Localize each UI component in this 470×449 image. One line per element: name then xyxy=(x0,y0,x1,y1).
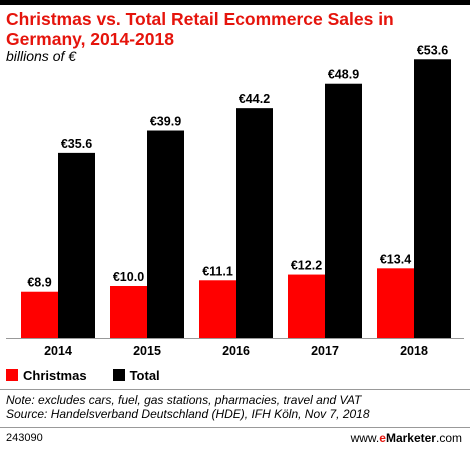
chart-subtitle: billions of € xyxy=(6,48,77,64)
note-divider xyxy=(0,389,470,390)
bar-total-2018 xyxy=(414,59,451,338)
data-label-total-2017: €48.9 xyxy=(328,68,359,82)
legend-item-christmas: Christmas xyxy=(6,368,87,383)
legend-item-total: Total xyxy=(112,367,160,383)
brand-name: Marketer xyxy=(385,431,436,445)
footer-divider xyxy=(0,427,470,428)
bar-christmas-2018 xyxy=(377,268,414,338)
bar-total-2016 xyxy=(236,108,273,338)
data-label-total-2014: €35.6 xyxy=(61,137,92,151)
chart-notes: Note: excludes cars, fuel, gas stations,… xyxy=(6,393,466,421)
top-bar xyxy=(0,0,470,5)
source-text: Source: Handelsverband Deutschland (HDE)… xyxy=(6,407,370,421)
legend-label-christmas: Christmas xyxy=(23,367,87,383)
bar-total-2015 xyxy=(147,130,184,338)
x-tick-label-2014: 2014 xyxy=(44,344,72,358)
x-tick-label-2018: 2018 xyxy=(400,344,428,358)
brand-e: e xyxy=(379,431,386,445)
chart-title: Christmas vs. Total Retail Ecommerce Sal… xyxy=(6,9,394,49)
data-label-christmas-2017: €12.2 xyxy=(291,259,322,273)
brand-suffix: .com xyxy=(435,431,462,445)
note-text: Note: excludes cars, fuel, gas stations,… xyxy=(6,393,362,407)
chart-id: 243090 xyxy=(6,432,43,444)
bar-christmas-2015 xyxy=(110,286,147,338)
data-label-christmas-2018: €13.4 xyxy=(380,252,411,266)
data-label-total-2015: €39.9 xyxy=(150,115,181,129)
data-label-christmas-2015: €10.0 xyxy=(113,270,144,284)
x-tick-label-2017: 2017 xyxy=(311,344,339,358)
data-label-christmas-2014: €8.9 xyxy=(27,276,51,290)
legend: Christmas Total xyxy=(6,366,186,384)
x-tick-label-2015: 2015 xyxy=(133,344,161,358)
legend-swatch-christmas xyxy=(6,369,18,381)
data-label-total-2018: €53.6 xyxy=(417,43,448,57)
data-label-christmas-2016: €11.1 xyxy=(202,264,233,278)
legend-label-total: Total xyxy=(129,367,160,383)
brand-prefix: www. xyxy=(350,431,380,445)
legend-swatch-total xyxy=(112,369,125,381)
bar-total-2017 xyxy=(325,83,362,338)
bar-christmas-2014 xyxy=(21,291,58,338)
bar-total-2014 xyxy=(58,152,95,338)
data-label-total-2016: €44.2 xyxy=(239,92,270,106)
emarketer-logo[interactable]: www.eMarketer.com xyxy=(351,431,462,445)
bar-christmas-2016 xyxy=(199,280,236,338)
bar-christmas-2017 xyxy=(288,274,325,338)
x-tick-label-2016: 2016 xyxy=(222,344,250,358)
